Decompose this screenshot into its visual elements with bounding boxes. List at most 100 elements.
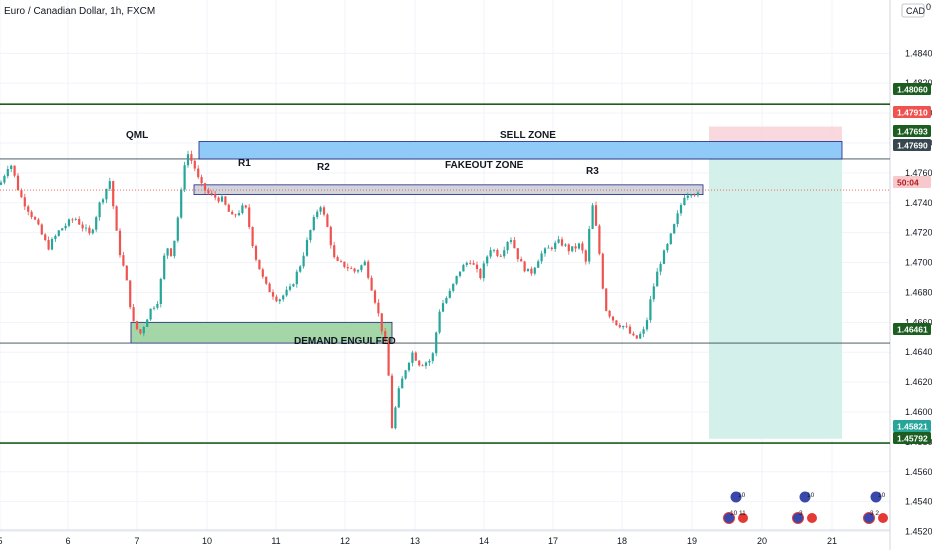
candle-body	[639, 333, 642, 339]
event-icon[interactable]	[806, 512, 818, 524]
event-icon[interactable]	[798, 490, 812, 504]
event-icon[interactable]	[877, 512, 889, 524]
candle-body	[193, 160, 196, 169]
candle-body	[584, 250, 587, 262]
price-tag[interactable]	[893, 139, 931, 151]
candle-body	[71, 219, 74, 221]
currency-badge[interactable]	[901, 3, 925, 18]
candle-body	[445, 297, 448, 304]
candle-body	[339, 260, 343, 262]
candle-body	[428, 360, 431, 363]
chart-annotation: R3	[586, 166, 599, 177]
x-tick-label: 12	[340, 536, 350, 546]
candle-body	[632, 333, 635, 336]
candle-body	[523, 261, 526, 272]
event-icon[interactable]	[723, 512, 735, 524]
y-tick-label: 1.47200	[905, 228, 932, 238]
candle-body	[618, 325, 621, 328]
candle-body	[356, 270, 360, 272]
candle-body	[326, 214, 329, 227]
candle-body	[159, 278, 162, 305]
candle-body	[503, 250, 506, 257]
symbol-title: Euro / Canadian Dollar, 1h, FXCM	[4, 6, 155, 17]
candle-body	[611, 316, 615, 321]
candle-body	[278, 299, 281, 302]
event-icon[interactable]	[729, 490, 743, 504]
event-icon[interactable]	[792, 512, 804, 524]
candle-body	[435, 332, 438, 354]
price-tag[interactable]	[893, 176, 931, 188]
candle-body	[404, 370, 407, 379]
event-icon[interactable]	[869, 490, 883, 504]
candle-body	[353, 268, 356, 272]
candle-body	[275, 296, 278, 302]
zone-rect[interactable]	[130, 321, 393, 344]
candle-body	[526, 268, 530, 272]
candle-body	[88, 227, 91, 234]
price-tag[interactable]	[893, 106, 931, 118]
y-tick-label: 1.47000	[905, 258, 932, 268]
candle-body	[261, 269, 264, 277]
price-tag-label: 1.45792	[897, 434, 928, 444]
price-tag[interactable]	[893, 323, 931, 335]
candle-body	[343, 261, 346, 268]
x-tick-label: 19	[687, 536, 697, 546]
candle-body	[431, 353, 434, 361]
candle-body	[363, 261, 366, 266]
candle-body	[64, 225, 67, 229]
candle-body	[3, 176, 6, 183]
candle-body	[537, 261, 540, 268]
price-tag[interactable]	[893, 125, 931, 137]
candle-body	[129, 280, 132, 308]
candle-body	[125, 265, 128, 281]
price-tag[interactable]	[893, 420, 931, 432]
candle-body	[662, 250, 666, 264]
candle-body	[424, 362, 428, 366]
candle-body	[217, 197, 220, 202]
candle-body	[214, 194, 217, 198]
candle-body	[438, 311, 441, 333]
y-tick-label: 1.45600	[905, 467, 932, 477]
candle-body	[142, 327, 145, 334]
x-tick-label: 11	[271, 536, 280, 546]
candle-body	[319, 207, 322, 212]
candle-body	[33, 217, 37, 220]
candle-body	[649, 299, 652, 321]
price-tag[interactable]	[893, 432, 931, 444]
take-profit-zone[interactable]	[709, 159, 842, 439]
candle-body	[237, 213, 241, 216]
candle-body	[346, 267, 349, 269]
candle-body	[373, 290, 377, 303]
candle-body	[336, 257, 339, 261]
candle-body	[652, 286, 655, 300]
candle-body	[659, 263, 662, 272]
x-tick-label: 21	[827, 536, 837, 546]
candle-body	[452, 283, 455, 291]
candle-body	[479, 268, 482, 279]
event-icon[interactable]	[863, 512, 875, 524]
candle-body	[574, 246, 577, 249]
chart-annotation: R1	[238, 158, 251, 169]
candle-body	[197, 168, 200, 178]
candle-body	[642, 329, 645, 334]
candle-body	[166, 248, 169, 256]
candle-body	[547, 247, 550, 249]
candle-body	[10, 165, 13, 170]
candle-body	[309, 229, 312, 241]
candle-body	[608, 310, 611, 317]
candle-body	[251, 227, 254, 247]
candle-body	[316, 211, 319, 218]
chart-annotation: FAKEOUT ZONE	[445, 160, 524, 171]
y-tick-label: 1.45200	[905, 527, 932, 537]
candle-body	[101, 199, 105, 203]
candle-body	[295, 271, 298, 285]
candle-body	[299, 266, 302, 272]
candle-body	[132, 307, 135, 322]
event-icon[interactable]	[737, 512, 749, 524]
candle-body	[690, 194, 693, 196]
zone-rect[interactable]	[198, 141, 843, 160]
x-tick-label: 10	[202, 536, 212, 546]
price-tag[interactable]	[893, 83, 931, 95]
